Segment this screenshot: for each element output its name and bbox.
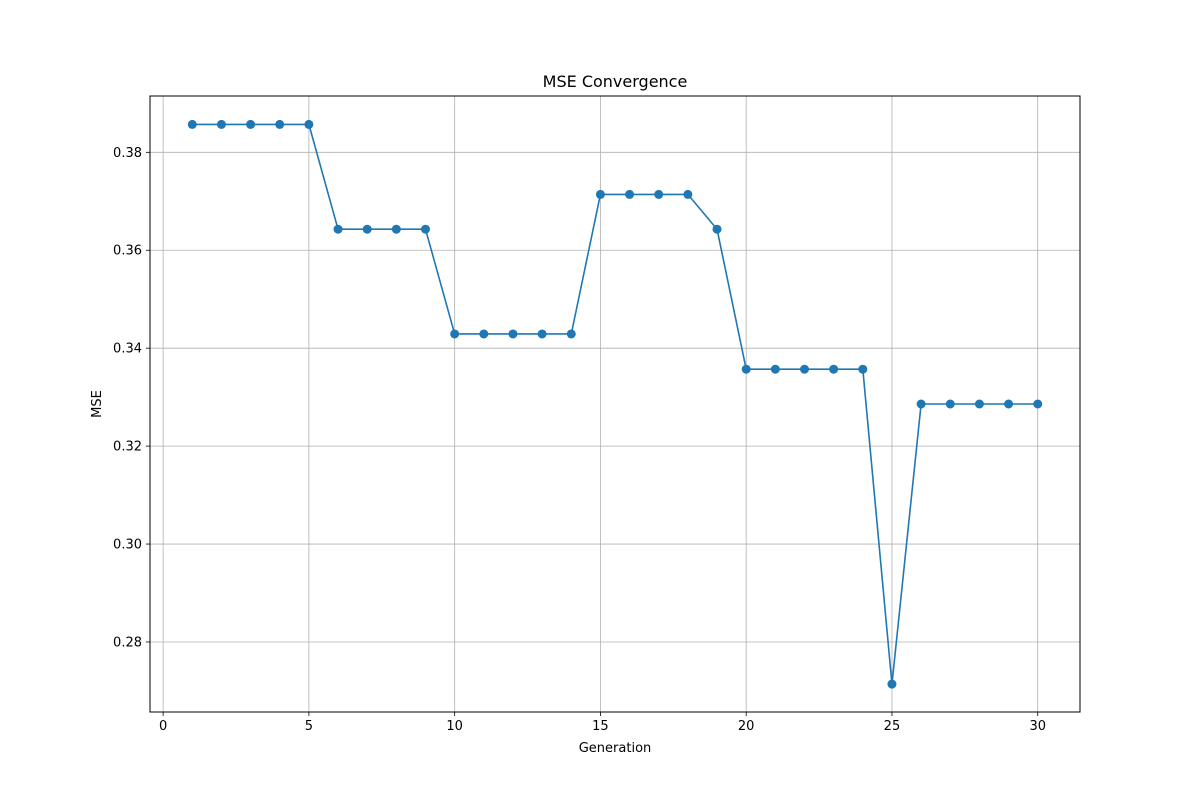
data-point <box>770 364 780 374</box>
ticks: 0 5 10 15 20 25 30 0.28 0.30 0.32 0.34 0.36 0.38 <box>113 146 1046 734</box>
y-tick-label: 0.32 <box>113 440 142 455</box>
x-tick-label: 30 <box>1029 719 1046 734</box>
data-point <box>625 189 635 199</box>
data-point <box>712 224 722 234</box>
x-tick-label: 20 <box>738 719 755 734</box>
data-point <box>974 399 984 409</box>
data-point <box>421 224 431 234</box>
data-point <box>391 224 401 234</box>
x-tick-label: 15 <box>592 719 609 734</box>
data-point <box>945 399 955 409</box>
data-point <box>508 329 518 339</box>
data-point <box>216 119 226 129</box>
data-point <box>916 399 926 409</box>
data-point <box>1033 399 1043 409</box>
data-point <box>304 119 314 129</box>
data-point <box>595 189 605 199</box>
data-point <box>275 119 285 129</box>
data-point <box>479 329 489 339</box>
data-point <box>537 329 547 339</box>
data-point <box>450 329 460 339</box>
data-point <box>799 364 809 374</box>
chart-title: MSE Convergence <box>543 72 688 91</box>
data-point <box>654 189 664 199</box>
data-point <box>683 189 693 199</box>
x-tick-label: 5 <box>305 719 313 734</box>
x-tick-label: 10 <box>446 719 463 734</box>
data-point <box>829 364 839 374</box>
data-point <box>362 224 372 234</box>
y-tick-label: 0.30 <box>113 538 142 553</box>
data-point <box>187 119 197 129</box>
data-point <box>566 329 576 339</box>
plot-frame <box>149 95 1081 713</box>
data-point <box>333 224 343 234</box>
data-point <box>741 364 751 374</box>
x-tick-label: 0 <box>159 719 167 734</box>
data-point <box>858 364 868 374</box>
y-tick-label: 0.34 <box>113 342 142 357</box>
data-point <box>887 679 897 689</box>
data-point <box>246 119 256 129</box>
y-axis-label: MSE <box>90 390 105 418</box>
series-line <box>192 123 1038 685</box>
data-point <box>1004 399 1014 409</box>
x-tick-label: 25 <box>884 719 901 734</box>
series-layer <box>187 119 1043 689</box>
y-tick-label: 0.38 <box>113 146 142 161</box>
grid <box>150 96 1080 712</box>
x-axis-label: Generation <box>579 741 652 756</box>
y-tick-label: 0.36 <box>113 244 142 259</box>
y-tick-label: 0.28 <box>113 635 142 650</box>
